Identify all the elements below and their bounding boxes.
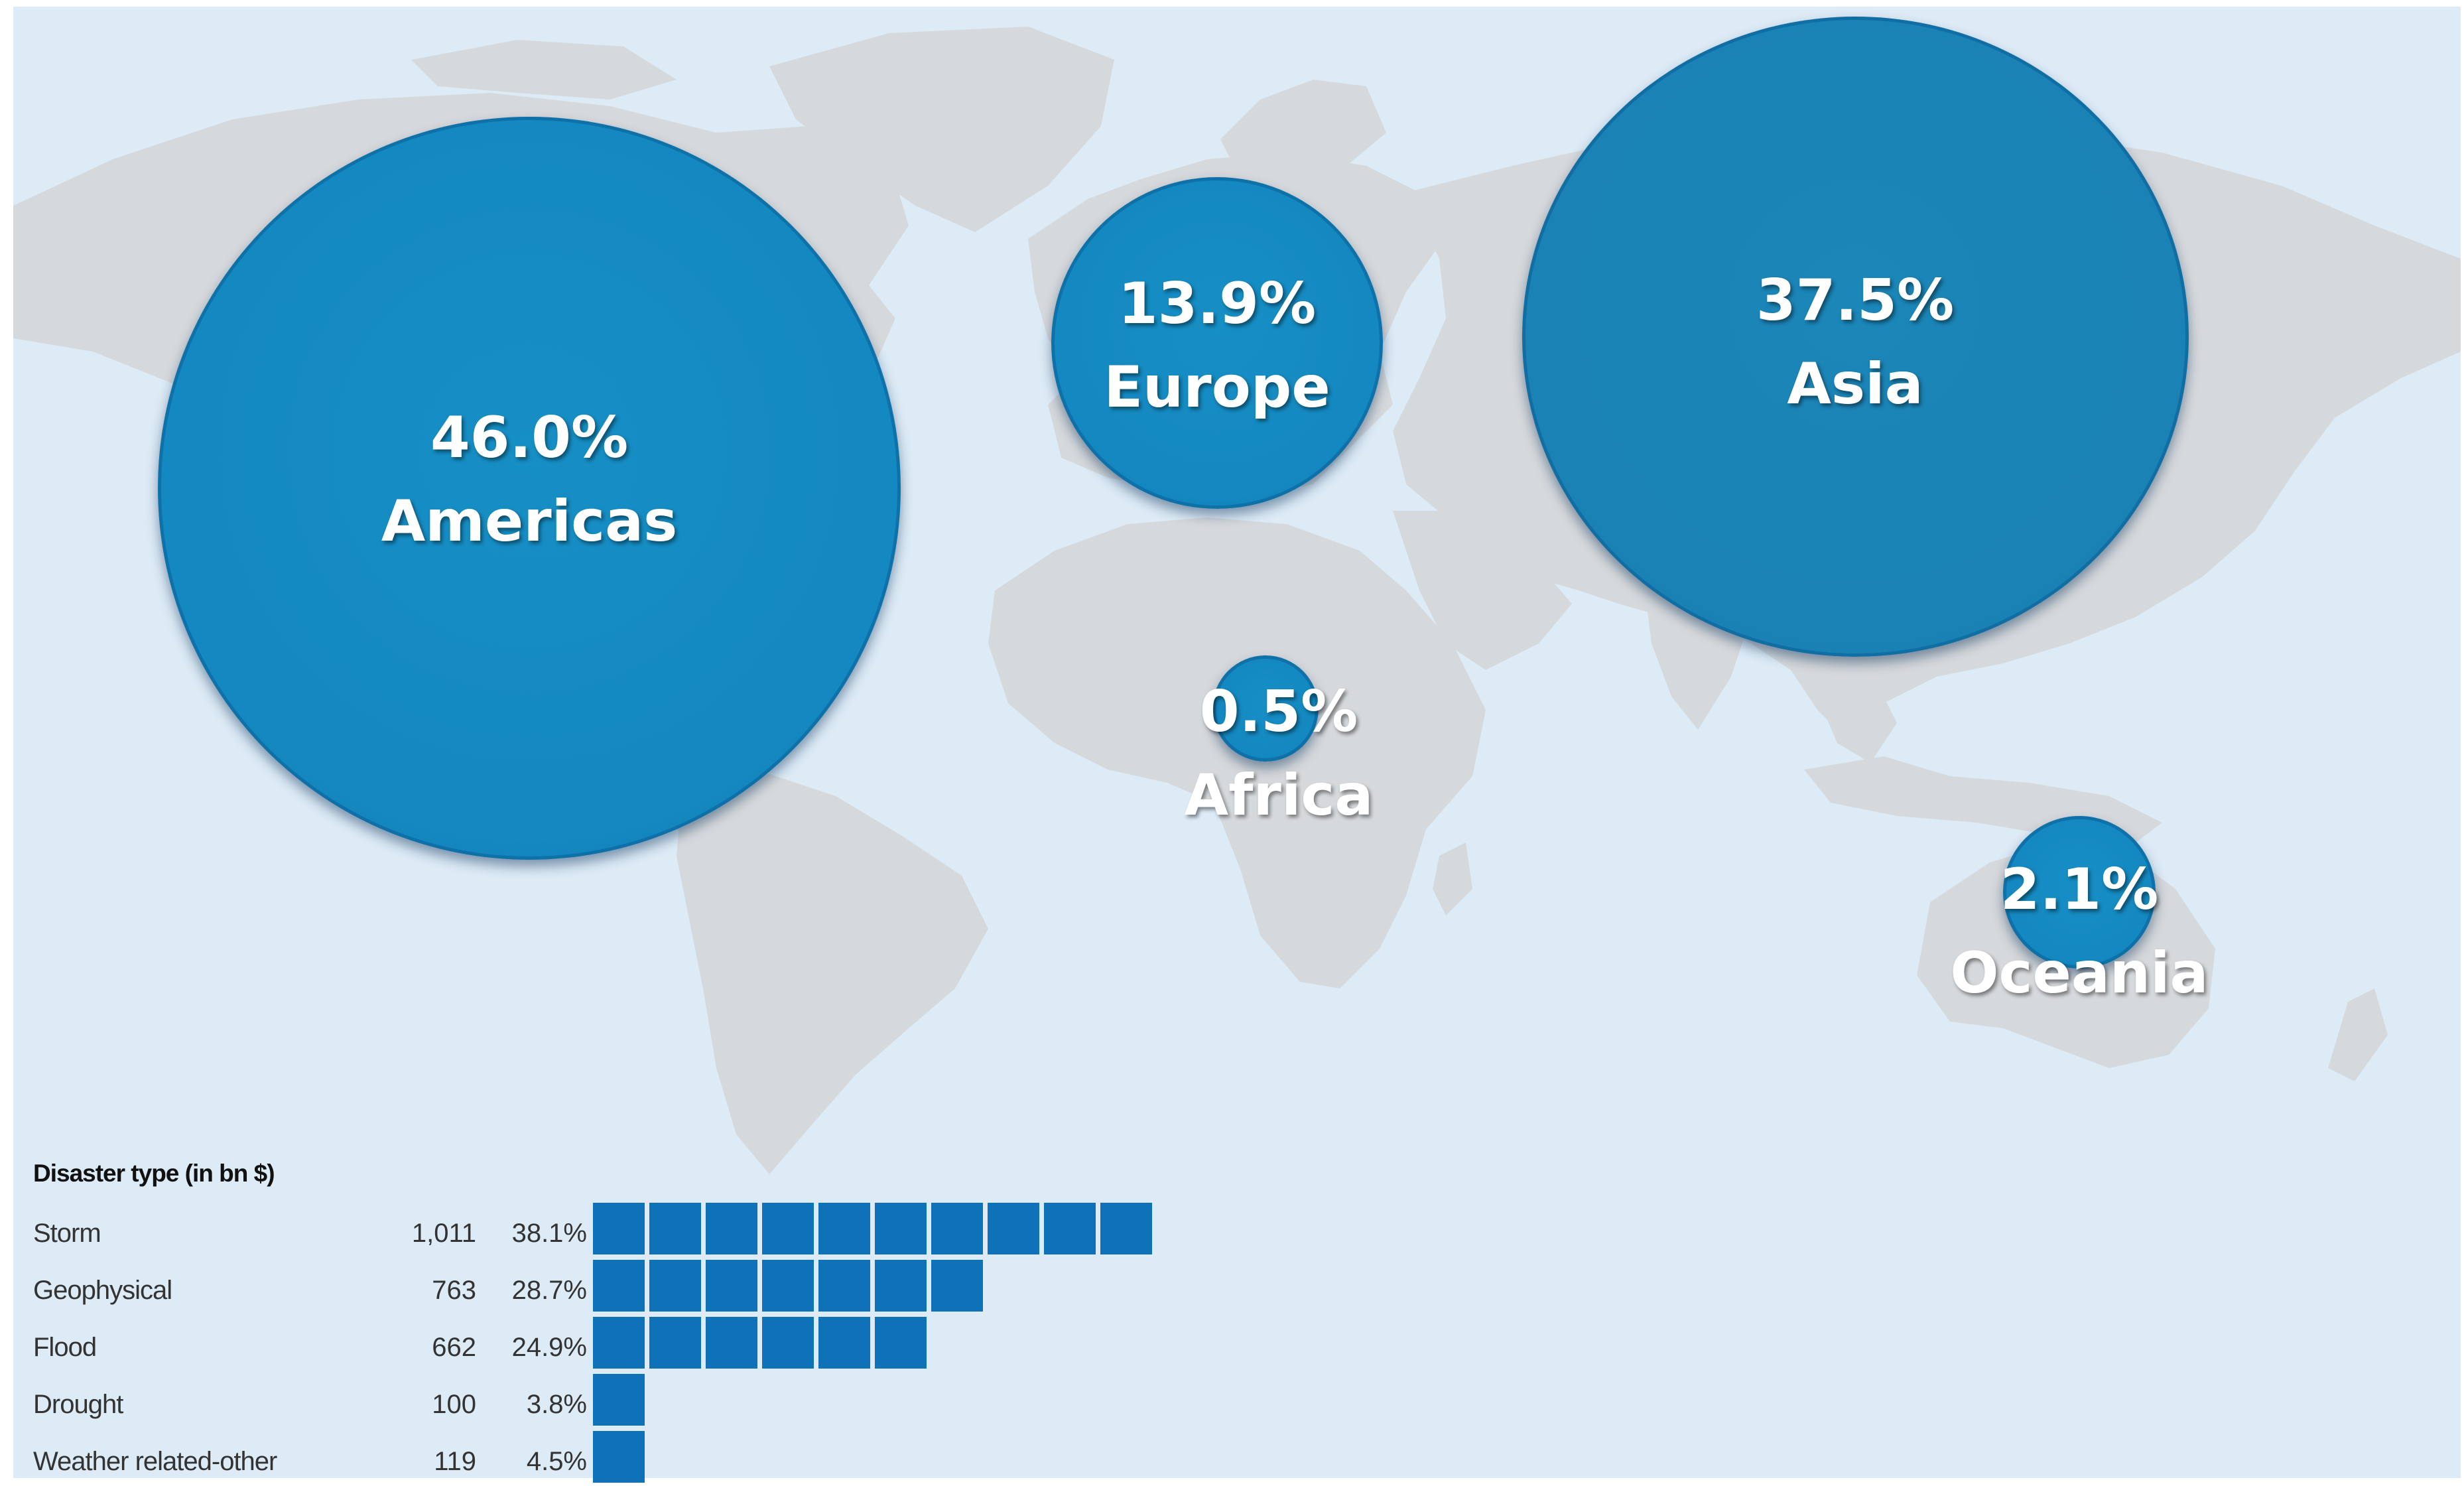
bubble-americas[interactable] xyxy=(158,117,901,860)
legend-row-storm: Storm 1,011 38.1% xyxy=(33,1203,1174,1254)
scandinavia-land xyxy=(1220,80,1386,186)
unit-square xyxy=(931,1260,983,1312)
row-value: 119 xyxy=(434,1447,476,1476)
new-zealand-land xyxy=(2328,988,2388,1081)
row-value: 662 xyxy=(432,1333,476,1362)
unit-square xyxy=(593,1374,645,1426)
world-map-panel: 46.0% Americas 13.9% Europe 37.5% Asia 0… xyxy=(13,7,2461,1483)
africa-percent: 0.5% xyxy=(1199,679,1358,745)
unit-square xyxy=(875,1260,927,1312)
bubble-label-europe: 13.9% Europe xyxy=(985,262,1449,430)
row-percent: 38.1% xyxy=(511,1219,587,1248)
legend-title: Disaster type (in bn $) xyxy=(33,1160,275,1187)
europe-percent: 13.9% xyxy=(1118,271,1317,337)
bubble-label-asia: 37.5% Asia xyxy=(1623,259,2087,427)
bubble-label-africa: 0.5% Africa xyxy=(1047,670,1511,838)
americas-name: Americas xyxy=(381,488,678,555)
unit-square xyxy=(706,1260,757,1312)
africa-name: Africa xyxy=(1184,762,1374,829)
unit-square xyxy=(875,1203,927,1254)
row-label: Storm xyxy=(33,1219,101,1248)
legend-row-drought: Drought 100 3.8% xyxy=(33,1374,1174,1426)
bubble-oceania[interactable] xyxy=(2003,816,2156,969)
oceania-name: Oceania xyxy=(1950,940,2209,1007)
unit-square xyxy=(649,1260,701,1312)
southeast-asia-land xyxy=(1804,643,1897,763)
unit-square xyxy=(988,1203,1039,1254)
unit-square xyxy=(762,1260,814,1312)
japan-land xyxy=(2229,405,2282,511)
europe-name: Europe xyxy=(1104,354,1330,421)
bubble-europe[interactable] xyxy=(1051,177,1383,509)
legend-row-flood: Flood 662 24.9% xyxy=(33,1317,1174,1369)
unit-square xyxy=(593,1260,645,1312)
row-percent: 4.5% xyxy=(526,1447,587,1476)
row-label: Weather related-other xyxy=(33,1447,277,1476)
oceania-percent: 2.1% xyxy=(2000,856,2159,923)
unit-square xyxy=(818,1203,870,1254)
unit-square xyxy=(593,1203,645,1254)
row-label: Geophysical xyxy=(33,1276,172,1305)
row-value: 1,011 xyxy=(411,1219,476,1248)
unit-square xyxy=(931,1203,983,1254)
unit-square xyxy=(593,1431,645,1483)
row-percent: 3.8% xyxy=(526,1390,587,1419)
unit-square xyxy=(649,1203,701,1254)
row-value: 100 xyxy=(432,1390,476,1419)
bubble-asia[interactable] xyxy=(1522,17,2189,657)
bubble-label-americas: 46.0% Americas xyxy=(297,396,761,564)
greenland-land xyxy=(769,27,1114,232)
unit-square xyxy=(649,1317,701,1369)
row-percent: 24.9% xyxy=(511,1333,587,1362)
asia-percent: 37.5% xyxy=(1756,267,1955,334)
unit-square xyxy=(762,1317,814,1369)
south-america-land xyxy=(677,770,988,1174)
row-label: Drought xyxy=(33,1390,123,1419)
canadian-islands-land xyxy=(411,40,677,100)
unit-square xyxy=(1100,1203,1152,1254)
unit-square xyxy=(762,1203,814,1254)
arabia-land xyxy=(1393,511,1572,670)
unit-square xyxy=(1044,1203,1096,1254)
row-value: 763 xyxy=(432,1276,476,1305)
row-label: Flood xyxy=(33,1333,97,1362)
bubble-label-oceania: 2.1% Oceania xyxy=(1847,848,2311,1016)
disaster-type-legend: Disaster type (in bn $) Storm 1,011 38.1… xyxy=(33,1153,1174,1485)
unit-square xyxy=(706,1317,757,1369)
asia-name: Asia xyxy=(1787,351,1923,418)
unit-square xyxy=(875,1317,927,1369)
bubble-africa[interactable] xyxy=(1212,655,1319,762)
row-percent: 28.7% xyxy=(511,1276,587,1305)
americas-percent: 46.0% xyxy=(430,405,629,471)
unit-square xyxy=(706,1203,757,1254)
unit-square xyxy=(593,1317,645,1369)
legend-row-geophysical: Geophysical 763 28.7% xyxy=(33,1260,1174,1312)
legend-row-weather-related-other: Weather related-other 119 4.5% xyxy=(33,1431,1174,1483)
unit-square xyxy=(818,1317,870,1369)
madagascar-land xyxy=(1433,843,1472,915)
unit-square xyxy=(818,1260,870,1312)
